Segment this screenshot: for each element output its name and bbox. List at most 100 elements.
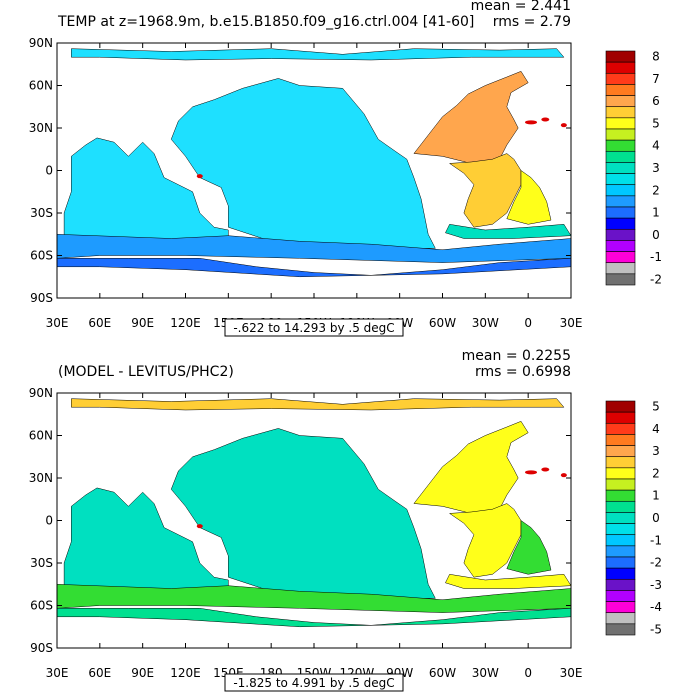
ocean-region-atlantic-tropics — [448, 503, 522, 578]
hotspot-2 — [541, 467, 550, 472]
colorbar-label: -2 — [650, 272, 662, 286]
x-tick-label: 60W — [429, 666, 456, 680]
y-tick-label: 60N — [29, 429, 53, 443]
colorbar-label: 1 — [652, 489, 660, 503]
colorbar-box — [605, 217, 636, 230]
range-label-box: -1.825 to 4.991 by .5 degC — [224, 673, 404, 692]
colorbar-label: 3 — [652, 161, 660, 175]
stat-rms: rms = 0.6998 — [475, 364, 571, 380]
colorbar-label: 5 — [652, 116, 660, 130]
y-tick-label: 60S — [30, 599, 53, 613]
colorbar-label: 4 — [652, 139, 660, 153]
x-tick-label: 30E — [46, 316, 69, 330]
hotspot-3 — [560, 473, 567, 478]
hotspot-4 — [196, 174, 203, 179]
ocean-region-atlantic-tropics — [448, 153, 522, 228]
stat-mean: mean = 2.441 — [471, 0, 571, 14]
colorbar-box — [605, 184, 636, 197]
colorbar-box — [605, 50, 636, 63]
colorbar-label: -3 — [650, 578, 662, 592]
x-tick-label: 90E — [131, 666, 154, 680]
colorbar-label: -4 — [650, 600, 662, 614]
y-tick-label: 30S — [30, 556, 53, 570]
y-tick-label: 0 — [45, 164, 53, 178]
x-tick-label: 30E — [46, 666, 69, 680]
y-tick-label: 60N — [29, 79, 53, 93]
colorbar-box — [605, 601, 636, 614]
colorbar-box — [605, 128, 636, 141]
ocean-region-arctic — [71, 48, 565, 61]
y-tick-label: 30N — [29, 121, 53, 135]
colorbar-box — [605, 251, 636, 264]
colorbar-label: -5 — [650, 622, 662, 636]
colorbar-box — [605, 173, 636, 186]
y-tick-label: 90N — [29, 386, 53, 400]
colorbar-box — [605, 512, 636, 524]
colorbar-box — [605, 556, 636, 569]
stat-rms: rms = 2.79 — [493, 14, 571, 30]
colorbar-box — [605, 228, 636, 241]
colorbar-box — [605, 106, 636, 119]
hotspot-3 — [560, 123, 567, 128]
colorbar-box — [605, 117, 636, 130]
x-tick-label: 0 — [524, 666, 532, 680]
ocean-region-arctic — [71, 398, 565, 411]
range-box-border — [224, 673, 404, 692]
colorbar-box — [605, 500, 636, 513]
colorbar-box — [605, 478, 636, 491]
x-tick-label: 0 — [524, 316, 532, 330]
colorbar-box — [605, 523, 636, 536]
colorbar-box — [605, 84, 636, 96]
x-tick-label: 120E — [170, 316, 201, 330]
chart-title: TEMP at z=1968.9m, b.e15.B1850.f09_g16.c… — [57, 14, 474, 30]
ocean-region-atlantic-east — [506, 170, 552, 225]
colorbar: 5 4 3 2 1 0 -1 -2 -3 -4 -5 — [605, 400, 662, 636]
colorbar-box — [605, 240, 636, 252]
colorbar-box — [605, 72, 636, 85]
colorbar-box — [605, 467, 636, 480]
colorbar-box — [605, 206, 636, 219]
colorbar-label: -2 — [650, 556, 662, 570]
colorbar-label: 2 — [652, 466, 660, 480]
colorbar-box — [605, 623, 636, 636]
colorbar-box — [605, 273, 636, 286]
x-tick-label: 60E — [88, 316, 111, 330]
ocean-region-south-low — [56, 258, 572, 278]
colorbar-label: 3 — [652, 444, 660, 458]
hotspot-2 — [541, 117, 550, 122]
colorbar-label: 8 — [652, 50, 660, 64]
colorbar-label: -1 — [650, 250, 662, 264]
chart-panel-2: 30E 60E 90E 120E 150E 180 150W 120W 90W 60W 30W 0 30… — [29, 348, 662, 692]
ocean-region-pacific — [170, 78, 436, 249]
x-tick-label: 30E — [560, 666, 583, 680]
colorbar-box — [605, 567, 636, 580]
range-label: -1.825 to 4.991 by .5 degC — [233, 676, 394, 690]
colorbar-box — [605, 422, 636, 435]
hotspot-4 — [196, 524, 203, 529]
x-tick-label: 90E — [131, 316, 154, 330]
chart-title: (MODEL - LEVITUS/PHC2) — [58, 364, 234, 380]
colorbar-label: 0 — [652, 228, 660, 242]
colorbar-box — [605, 150, 636, 163]
colorbar: 8 7 6 5 4 3 2 1 0 -1 -2 — [605, 50, 662, 286]
colorbar-box — [605, 612, 636, 625]
ocean-region-pacific — [170, 428, 436, 599]
x-tick-label: 30W — [472, 316, 499, 330]
y-tick-label: 30N — [29, 471, 53, 485]
colorbar-label: 6 — [652, 94, 660, 108]
y-tick-label: 60S — [30, 249, 53, 263]
colorbar-label: 5 — [652, 400, 660, 414]
colorbar-box — [605, 489, 636, 502]
colorbar-label: 2 — [652, 183, 660, 197]
range-box-border — [224, 318, 404, 337]
stat-mean: mean = 0.2255 — [462, 348, 571, 364]
colorbar-box — [605, 162, 636, 174]
colorbar-box — [605, 95, 636, 108]
range-label-box: -.622 to 14.293 by .5 degC — [224, 318, 404, 337]
colorbar-box — [605, 456, 636, 469]
y-tick-label: 0 — [45, 514, 53, 528]
y-tick-label: 90S — [30, 291, 53, 305]
hotspot-1 — [525, 120, 538, 125]
colorbar-box — [605, 195, 636, 208]
y-tick-label: 90S — [30, 641, 53, 655]
